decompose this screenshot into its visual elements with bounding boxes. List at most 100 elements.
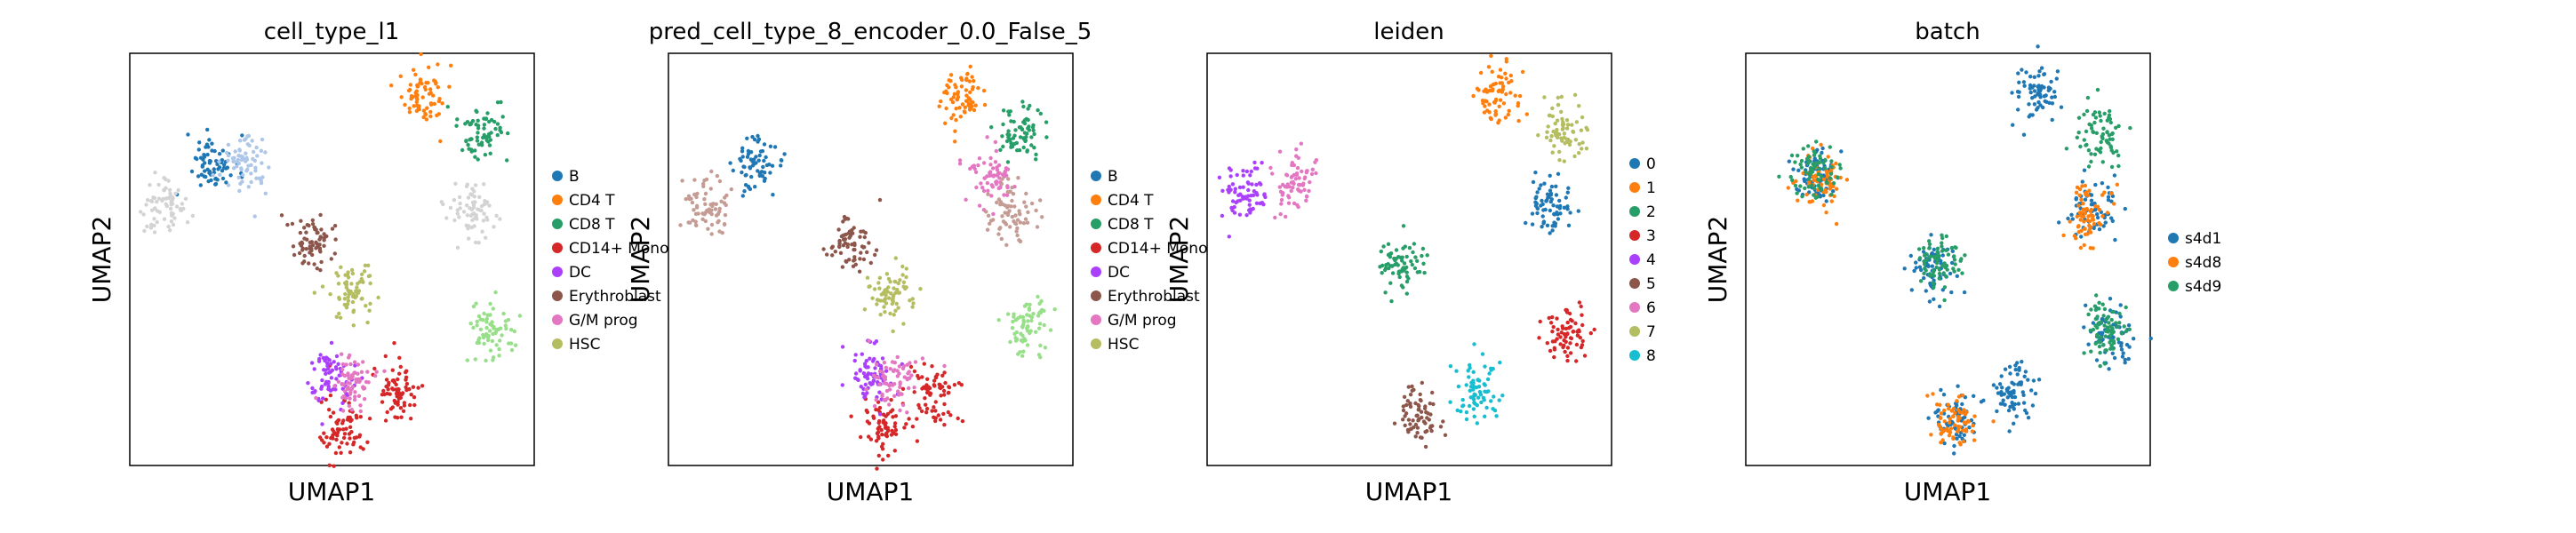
point bbox=[2128, 125, 2132, 131]
point bbox=[1004, 193, 1010, 197]
point bbox=[883, 297, 888, 301]
point bbox=[1029, 135, 1034, 139]
point bbox=[722, 222, 727, 227]
point bbox=[2111, 339, 2116, 344]
point bbox=[2106, 195, 2111, 199]
point bbox=[1941, 393, 1947, 397]
point bbox=[418, 77, 423, 82]
point bbox=[2113, 237, 2117, 243]
point bbox=[898, 278, 902, 282]
point bbox=[1459, 409, 1463, 414]
point bbox=[155, 199, 159, 204]
point bbox=[352, 370, 356, 376]
legend-item: s4d8 bbox=[2168, 254, 2221, 272]
point bbox=[1571, 329, 1576, 334]
point bbox=[412, 395, 417, 400]
point bbox=[359, 370, 364, 374]
point bbox=[1577, 300, 1582, 305]
point bbox=[1556, 327, 1560, 332]
cluster-6-0 bbox=[1268, 141, 1319, 220]
point bbox=[1928, 254, 1932, 259]
point bbox=[2012, 394, 2018, 400]
point bbox=[494, 213, 499, 219]
point bbox=[686, 220, 691, 225]
point bbox=[2127, 327, 2132, 331]
point bbox=[396, 400, 400, 404]
point bbox=[714, 202, 718, 206]
point bbox=[852, 243, 857, 248]
point bbox=[891, 369, 896, 373]
point bbox=[2097, 208, 2102, 212]
legend-item: HSC bbox=[1091, 336, 1139, 354]
point bbox=[1821, 203, 1827, 208]
point bbox=[1506, 112, 1510, 117]
point bbox=[687, 196, 692, 201]
point bbox=[1834, 161, 1838, 166]
point bbox=[1927, 258, 1932, 262]
point bbox=[1582, 354, 1588, 358]
point bbox=[2119, 344, 2124, 348]
point bbox=[417, 107, 421, 112]
point bbox=[2086, 312, 2091, 317]
point bbox=[1029, 315, 1034, 320]
point bbox=[965, 71, 970, 76]
point bbox=[1013, 336, 1018, 340]
point bbox=[2023, 370, 2028, 374]
point bbox=[964, 76, 969, 81]
point bbox=[904, 266, 908, 271]
point bbox=[1493, 99, 1498, 103]
point bbox=[862, 235, 867, 240]
point bbox=[876, 376, 881, 380]
point bbox=[971, 100, 975, 105]
point bbox=[397, 371, 402, 376]
point bbox=[1309, 171, 1315, 177]
point bbox=[1414, 413, 1419, 418]
point bbox=[703, 219, 708, 224]
point bbox=[348, 425, 353, 429]
point bbox=[893, 256, 898, 260]
point bbox=[890, 298, 895, 302]
legend-item: 4 bbox=[1629, 251, 1656, 269]
point bbox=[340, 367, 345, 372]
point bbox=[1006, 177, 1011, 181]
point bbox=[1777, 174, 1781, 179]
point bbox=[741, 164, 746, 169]
point bbox=[715, 173, 720, 179]
point bbox=[306, 381, 310, 386]
point bbox=[1299, 141, 1303, 146]
point bbox=[757, 172, 763, 177]
point bbox=[1289, 188, 1293, 194]
point bbox=[466, 227, 470, 231]
point bbox=[222, 163, 227, 167]
point bbox=[1951, 406, 1956, 411]
point bbox=[919, 409, 924, 414]
point bbox=[1834, 221, 1839, 227]
point bbox=[2080, 184, 2084, 188]
point bbox=[329, 340, 334, 346]
point bbox=[1004, 243, 1009, 247]
point bbox=[876, 426, 880, 431]
point bbox=[1468, 385, 1474, 389]
point bbox=[376, 295, 380, 300]
point bbox=[988, 155, 993, 161]
point bbox=[351, 323, 356, 328]
legend-swatch bbox=[1629, 158, 1640, 169]
point bbox=[2017, 90, 2021, 94]
point bbox=[892, 361, 897, 365]
point bbox=[1550, 330, 1555, 334]
scatter-points bbox=[678, 64, 1057, 471]
point bbox=[396, 402, 400, 407]
point bbox=[478, 317, 483, 322]
point bbox=[2013, 367, 2018, 372]
point bbox=[1402, 261, 1407, 266]
point bbox=[1469, 380, 1474, 385]
point bbox=[358, 415, 363, 419]
cluster-dc-0 bbox=[306, 340, 364, 426]
point bbox=[1955, 274, 1959, 278]
point bbox=[985, 135, 989, 139]
point bbox=[329, 376, 334, 380]
point bbox=[1314, 171, 1318, 176]
point bbox=[484, 325, 489, 330]
point bbox=[956, 91, 960, 97]
legend-label: DC bbox=[1108, 264, 1130, 282]
